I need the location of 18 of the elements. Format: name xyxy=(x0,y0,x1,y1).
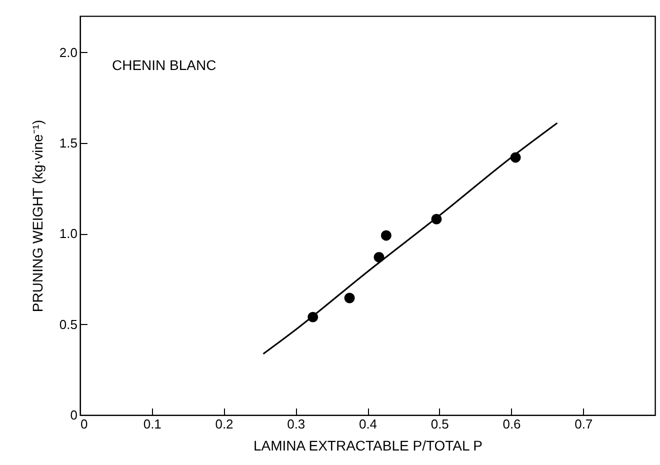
x-tick-label: 0.4 xyxy=(358,416,378,432)
x-tick-label: 0.5 xyxy=(430,416,449,432)
x-tick-label: 0.1 xyxy=(143,416,162,432)
point xyxy=(344,292,355,304)
y-tick-label: 1.5 xyxy=(59,135,78,150)
x-tick-label: 0.2 xyxy=(215,416,234,432)
x-axis-title: LAMINA EXTRACTABLE P/TOTAL P xyxy=(254,438,482,454)
x-tick-label: 0.6 xyxy=(502,416,521,432)
x-tick-label: 0 xyxy=(80,416,88,432)
line-series xyxy=(262,122,558,355)
point xyxy=(380,230,392,241)
y-tick-label: 0.5 xyxy=(59,316,78,332)
x-tick-label: 0.7 xyxy=(574,416,593,432)
y-axis-title: PRUNING WEIGHT (kg·vine⁻¹) xyxy=(29,120,46,312)
text: CHENIN BLANC xyxy=(112,57,216,73)
x-tick-label: 0.3 xyxy=(287,416,306,432)
y-tick-label: 1.0 xyxy=(59,226,78,242)
y-tick-label: 2.0 xyxy=(59,44,78,60)
